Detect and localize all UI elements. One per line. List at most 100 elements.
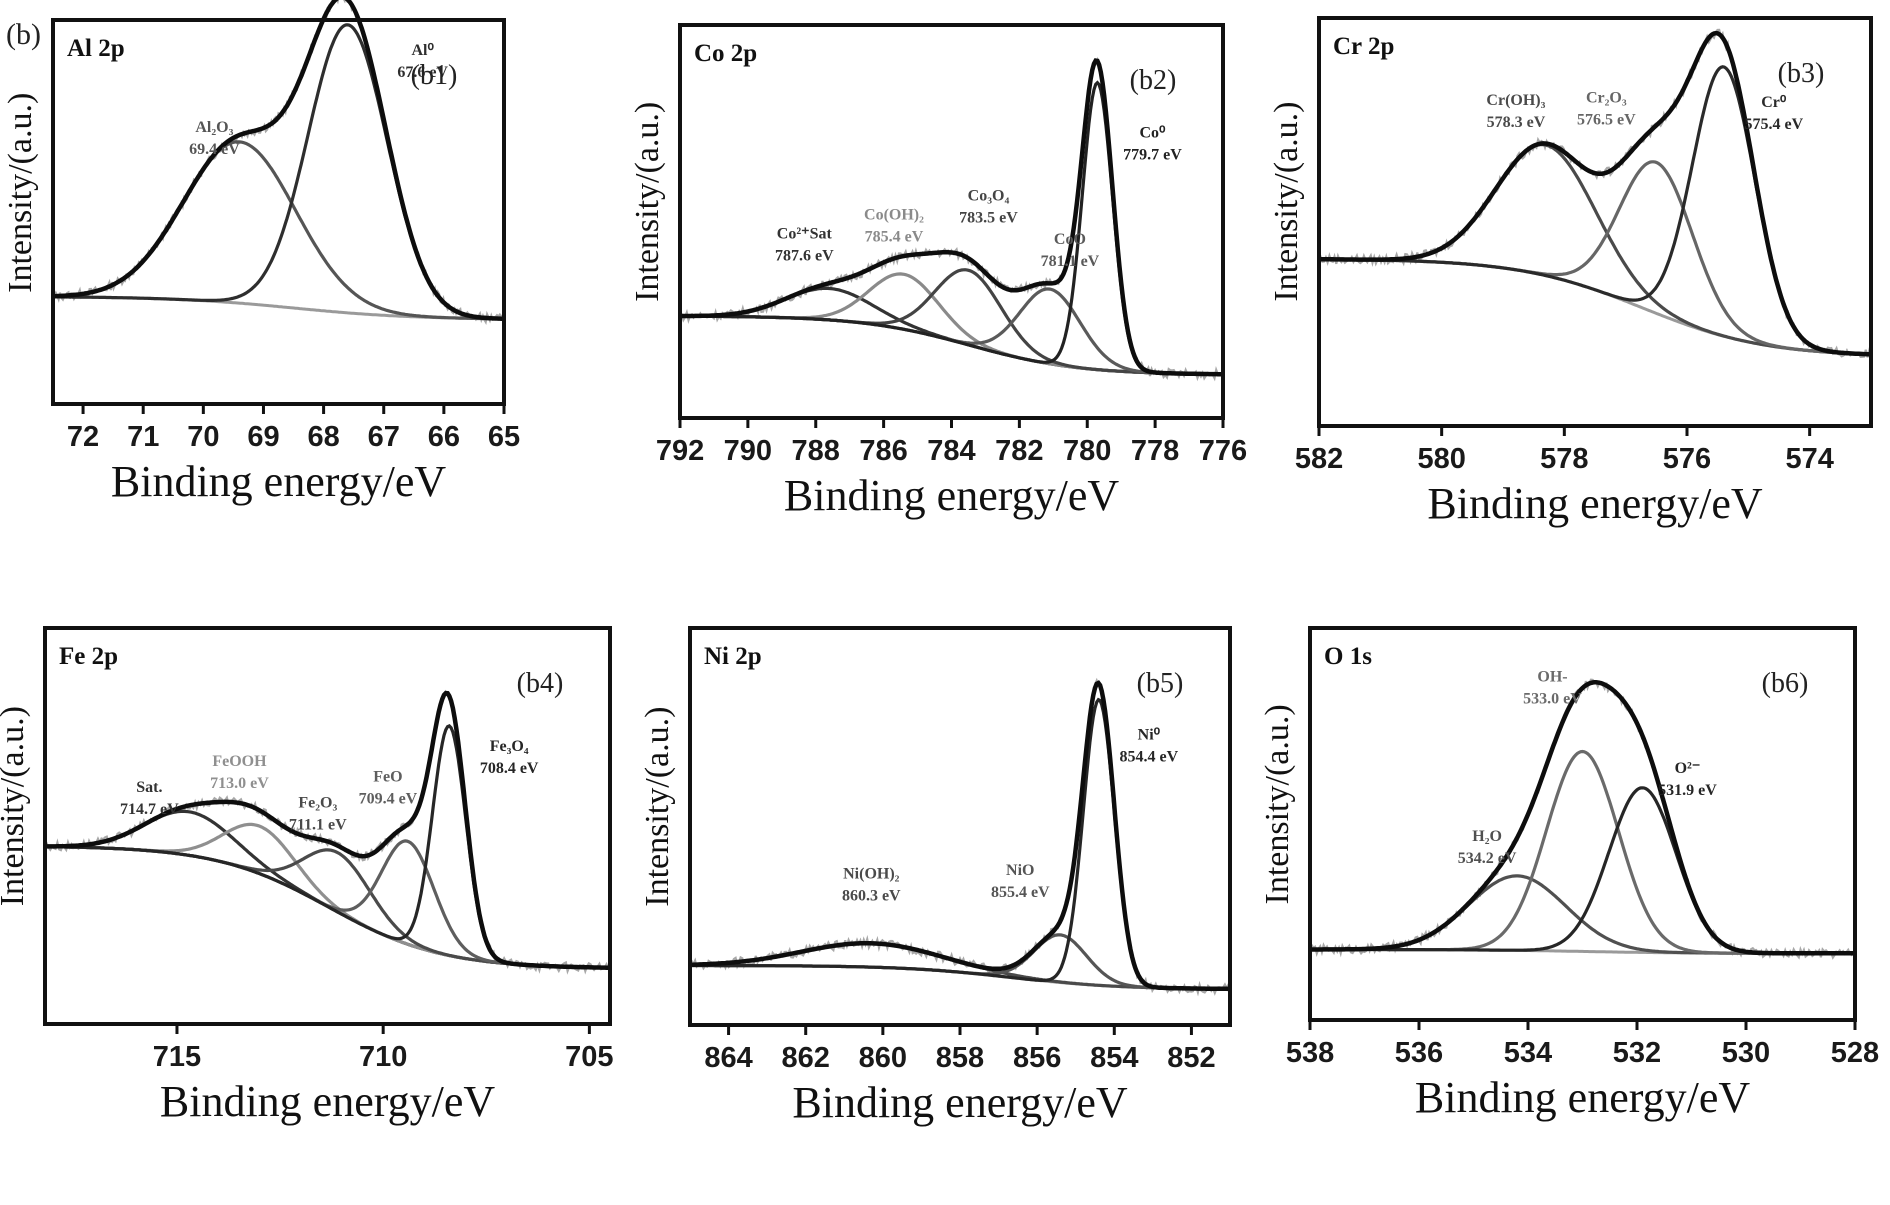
x-tick-label: 582 — [1295, 443, 1343, 475]
x-tick-label: 578 — [1540, 443, 1588, 475]
x-tick-label: 710 — [359, 1041, 407, 1073]
raw-data-trace — [679, 56, 1224, 382]
x-tick-label: 784 — [927, 435, 975, 467]
component-label: OH- — [1537, 669, 1567, 686]
panel-id: (b6) — [1762, 668, 1809, 699]
component-energy-label: 531.9 eV — [1658, 782, 1717, 799]
component-label: Co⁰ — [1139, 125, 1166, 142]
plot-frame — [51, 18, 506, 406]
y-axis-label: Intensity/(a.u.) — [639, 707, 676, 907]
fit-component-co3o4 — [680, 268, 1223, 376]
component-energy-label: 533.0 eV — [1523, 691, 1582, 708]
x-tick-label: 70 — [187, 421, 219, 453]
x-tick-label: 534 — [1504, 1037, 1552, 1069]
component-energy-label: 713.0 eV — [210, 775, 269, 792]
component-energy-label: 781.1 eV — [1041, 253, 1100, 270]
x-tick-label: 715 — [153, 1041, 201, 1073]
component-label: Co²⁺Sat — [777, 226, 833, 243]
element-title: Fe 2p — [59, 643, 118, 670]
component-label: FeOOH — [212, 753, 267, 770]
component-energy-label: 855.4 eV — [991, 884, 1050, 901]
x-tick-label: 530 — [1722, 1037, 1770, 1069]
y-axis-label: Intensity/(a.u.) — [0, 706, 31, 906]
y-axis-label: Intensity/(a.u.) — [2, 93, 39, 293]
element-title: Cr 2p — [1333, 33, 1394, 60]
component-energy-label: 576.5 eV — [1577, 111, 1636, 128]
x-tick-label: 705 — [565, 1041, 613, 1073]
x-tick-label: 68 — [307, 421, 339, 453]
panel-id: (b1) — [411, 60, 458, 91]
component-energy-label: 69.4 eV — [189, 141, 240, 158]
component-label: O²⁻ — [1675, 760, 1701, 777]
component-energy-label: 779.7 eV — [1123, 147, 1182, 164]
component-label: FeO — [373, 768, 402, 785]
x-tick-label: 576 — [1663, 443, 1711, 475]
fit-envelope — [45, 690, 610, 970]
x-tick-label: 782 — [995, 435, 1043, 467]
panel-id: (b5) — [1137, 668, 1184, 699]
x-tick-label: 528 — [1831, 1037, 1879, 1069]
xps-panel-b1: Al₂O₃ 69.4 eV Al⁰ 67.6 eV 72 71 70 69 68 67 66 65 Bi… — [2, 0, 520, 506]
x-tick-label: 860 — [859, 1042, 907, 1074]
fit-envelope — [689, 680, 1230, 992]
component-energy-label: 785.4 eV — [865, 228, 924, 245]
x-tick-label: 71 — [127, 421, 159, 453]
component-label: Cr(OH)₃ — [1486, 92, 1545, 109]
x-tick-label: 538 — [1286, 1037, 1334, 1069]
fit-envelope — [1319, 30, 1871, 357]
component-energy-label: 714.7 eV — [120, 801, 179, 818]
component-energy-label: 860.3 eV — [842, 887, 901, 904]
x-tick-label: 788 — [792, 435, 840, 467]
component-label: Al⁰ — [411, 42, 434, 59]
component-label: Cr⁰ — [1761, 94, 1787, 111]
component-label: NiO — [1006, 862, 1034, 879]
panel-id: (b3) — [1778, 58, 1825, 89]
background-line — [53, 295, 504, 321]
component-energy-label: 575.4 eV — [1744, 116, 1803, 133]
x-tick-label: 778 — [1131, 435, 1179, 467]
x-axis-label: Binding energy/eV — [1427, 479, 1762, 528]
component-label: CoO — [1054, 231, 1086, 248]
element-title: Co 2p — [694, 40, 757, 67]
y-axis-label: Intensity/(a.u.) — [1259, 704, 1296, 904]
x-tick-label: 852 — [1167, 1042, 1215, 1074]
x-tick-label: 536 — [1395, 1037, 1443, 1069]
component-energy-label: 711.1 eV — [289, 817, 347, 834]
x-tick-label: 580 — [1417, 443, 1465, 475]
x-tick-label: 67 — [368, 421, 400, 453]
component-label: H₂O — [1472, 828, 1502, 845]
x-tick-label: 862 — [782, 1042, 830, 1074]
fit-component-feo — [45, 839, 610, 970]
xps-panel-b4: Sat. 714.7 eV FeOOH 713.0 eV Fe₂O₃ 711.1 eV Fe… — [0, 626, 614, 1126]
component-energy-label: 783.5 eV — [959, 209, 1018, 226]
component-energy-label: 709.4 eV — [359, 790, 418, 807]
component-energy-label: 854.4 eV — [1120, 749, 1179, 766]
panel-id: (b4) — [517, 668, 564, 699]
figure-label: (b) — [6, 18, 41, 51]
x-tick-label: 864 — [704, 1042, 752, 1074]
component-label: Fe₂O₃ — [298, 795, 337, 812]
xps-panel-b2: Co²⁺Sat 787.6 eV Co(OH)₂ 785.4 eV Co₃O₄ 783.5… — [629, 23, 1247, 520]
component-label: Al₂O₃ — [195, 119, 233, 136]
x-axis-label: Binding energy/eV — [111, 457, 446, 506]
component-energy-label: 578.3 eV — [1487, 114, 1546, 131]
component-energy-label: 708.4 eV — [480, 760, 539, 777]
x-axis-label: Binding energy/eV — [1415, 1073, 1750, 1122]
y-axis-label: Intensity/(a.u.) — [1268, 102, 1305, 302]
x-tick-label: 790 — [724, 435, 772, 467]
element-title: O 1s — [1324, 643, 1372, 670]
x-tick-label: 72 — [67, 421, 99, 453]
x-tick-label: 776 — [1199, 435, 1247, 467]
element-title: Al 2p — [67, 35, 125, 62]
component-energy-label: 787.6 eV — [775, 248, 834, 265]
x-tick-label: 780 — [1063, 435, 1111, 467]
fit-envelope — [53, 0, 504, 321]
component-label: Cr₂O₃ — [1586, 89, 1627, 106]
component-label: Ni⁰ — [1138, 727, 1161, 744]
xps-panel-b3: Cr(OH)₃ 578.3 eV Cr₂O₃ 576.5 eV Cr⁰ 575.4 eV 5… — [1268, 16, 1873, 528]
x-tick-label: 532 — [1613, 1037, 1661, 1069]
fit-envelope — [1310, 680, 1855, 956]
y-axis-label: Intensity/(a.u.) — [629, 102, 666, 302]
component-label: Ni(OH)₂ — [843, 865, 900, 882]
xps-panel-b6: H₂O 534.2 eV OH- 533.0 eV O²⁻ 531.9 eV 538 536 5… — [1259, 626, 1879, 1122]
